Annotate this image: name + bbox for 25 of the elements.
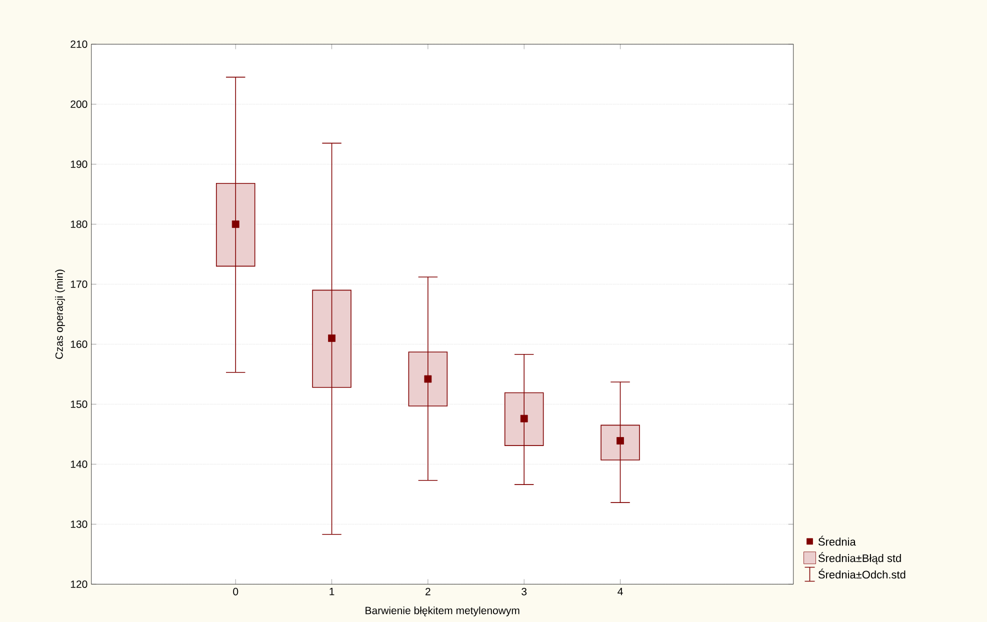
point bbox=[232, 220, 240, 228]
y-axis-title: Czas operacji (min) bbox=[55, 270, 65, 359]
y-tick-label: 210 bbox=[70, 40, 88, 48]
x-tick-label: 3 bbox=[522, 588, 527, 596]
x-tick-label: 1 bbox=[330, 588, 334, 596]
y-tick-label: 150 bbox=[70, 400, 88, 408]
y-tick-label: 200 bbox=[70, 100, 88, 108]
x-tick-label: 4 bbox=[618, 588, 623, 596]
text: Średnia±Odch.std bbox=[818, 568, 906, 579]
point bbox=[328, 334, 336, 342]
x-axis-title: Barwienie błękitem metylenowym bbox=[366, 606, 520, 616]
point bbox=[616, 437, 624, 444]
y-tick-label: 170 bbox=[70, 280, 88, 288]
point bbox=[520, 414, 528, 422]
x-tick-label: 2 bbox=[426, 588, 430, 596]
y-tick-label: 120 bbox=[70, 580, 88, 588]
y-tick-label: 160 bbox=[70, 340, 88, 348]
legend-label: Średnia±Błąd std bbox=[818, 552, 901, 564]
y-tick-label: 130 bbox=[70, 520, 88, 528]
y-tick-label: 180 bbox=[70, 220, 88, 228]
y-tick-label: 190 bbox=[70, 160, 88, 168]
x-tick-label: 0 bbox=[233, 588, 238, 596]
legend-label: Średnia bbox=[818, 536, 856, 546]
point bbox=[424, 375, 432, 383]
y-tick-label: 140 bbox=[70, 460, 88, 468]
